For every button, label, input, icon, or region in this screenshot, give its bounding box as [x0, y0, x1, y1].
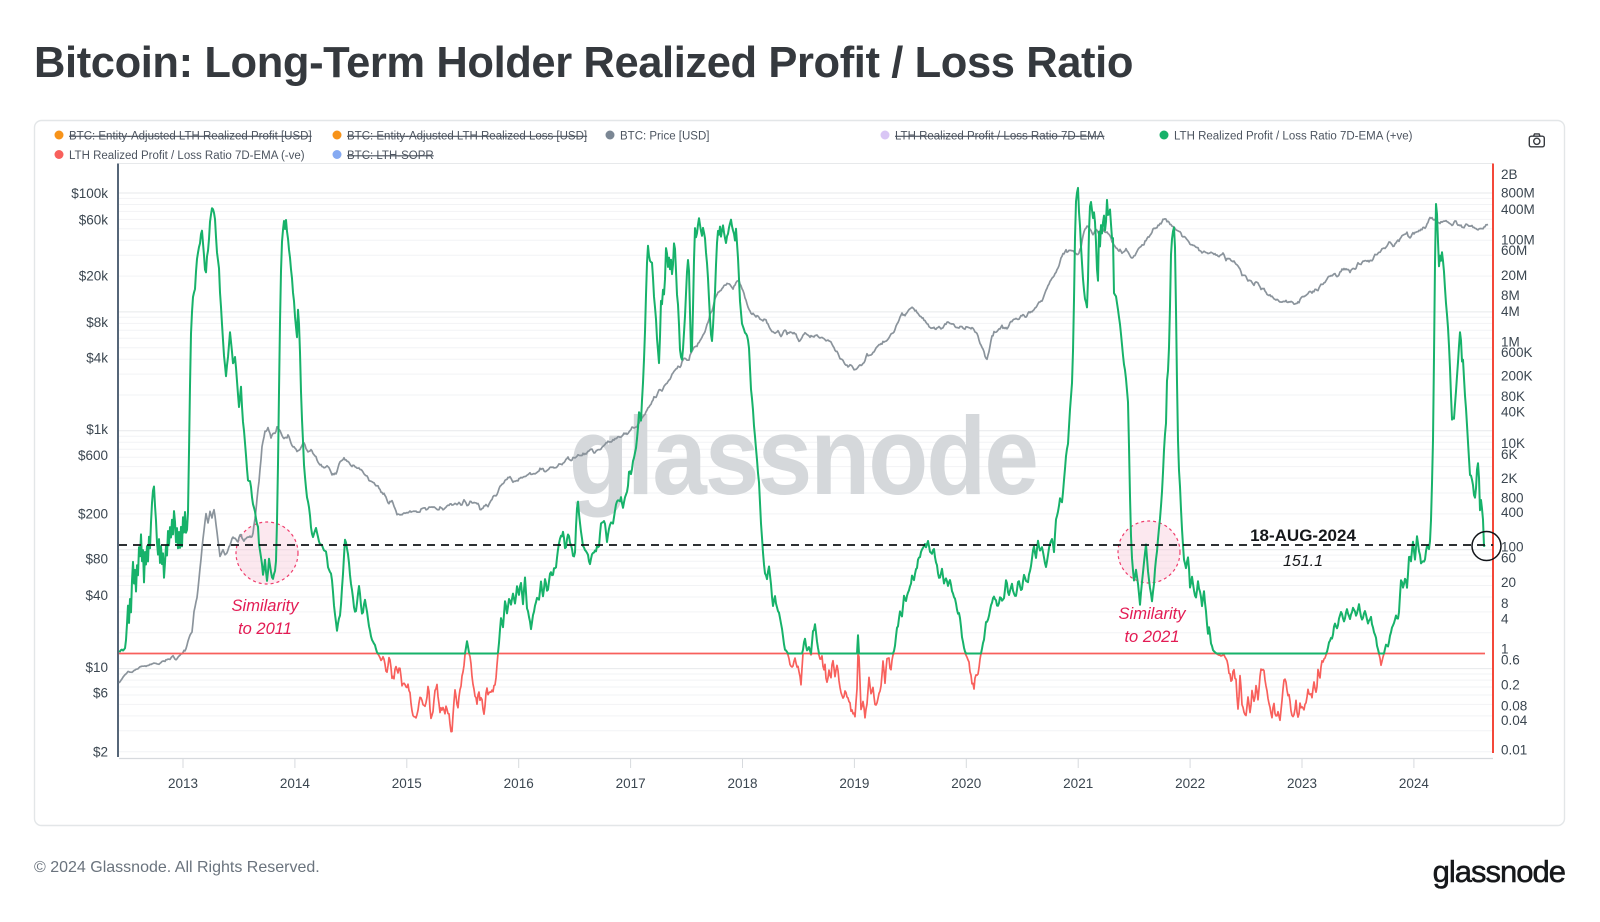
svg-text:BTC: Entity-Adjusted LTH Reali: BTC: Entity-Adjusted LTH Realized Profit… [69, 130, 312, 142]
svg-text:20M: 20M [1501, 268, 1527, 283]
svg-text:Similarity: Similarity [232, 597, 301, 615]
svg-text:2015: 2015 [392, 776, 422, 791]
svg-text:40K: 40K [1501, 404, 1525, 419]
svg-text:1: 1 [1501, 641, 1509, 656]
svg-text:2014: 2014 [280, 776, 311, 791]
svg-text:2021: 2021 [1063, 776, 1093, 791]
svg-text:2020: 2020 [951, 776, 981, 791]
svg-text:$80: $80 [85, 551, 108, 566]
svg-text:60M: 60M [1501, 243, 1527, 258]
svg-text:$8k: $8k [86, 315, 108, 330]
svg-text:0.08: 0.08 [1501, 698, 1527, 713]
svg-text:100: 100 [1501, 539, 1524, 554]
svg-text:$600: $600 [78, 448, 108, 463]
svg-text:LTH Realized Profit / Loss Rat: LTH Realized Profit / Loss Ratio 7D-EMA … [1174, 130, 1413, 142]
svg-text:$4k: $4k [86, 350, 108, 365]
svg-text:200K: 200K [1501, 368, 1533, 383]
svg-text:0.04: 0.04 [1501, 713, 1528, 728]
svg-text:600K: 600K [1501, 345, 1533, 360]
svg-text:18-AUG-2024: 18-AUG-2024 [1250, 526, 1356, 545]
svg-text:BTC: Price [USD]: BTC: Price [USD] [620, 130, 709, 142]
svg-text:to 2011: to 2011 [238, 620, 292, 638]
svg-text:$40: $40 [85, 588, 108, 603]
svg-text:2023: 2023 [1287, 776, 1317, 791]
svg-text:100M: 100M [1501, 233, 1535, 248]
svg-text:800M: 800M [1501, 185, 1535, 200]
svg-text:60: 60 [1501, 550, 1516, 565]
svg-text:$2: $2 [93, 744, 108, 759]
svg-text:6K: 6K [1501, 447, 1518, 462]
svg-text:to 2021: to 2021 [1124, 628, 1179, 646]
svg-text:2013: 2013 [168, 776, 198, 791]
svg-text:Similarity: Similarity [1119, 605, 1188, 623]
svg-text:1M: 1M [1501, 335, 1520, 350]
svg-text:80K: 80K [1501, 389, 1525, 404]
svg-text:$1k: $1k [86, 422, 108, 437]
svg-text:151.1: 151.1 [1283, 553, 1323, 570]
svg-text:4M: 4M [1501, 304, 1520, 319]
svg-text:glassnode: glassnode [1433, 854, 1565, 889]
svg-text:$100k: $100k [71, 186, 108, 201]
svg-text:2017: 2017 [616, 776, 646, 791]
svg-text:$6: $6 [93, 685, 108, 700]
svg-text:0.6: 0.6 [1501, 653, 1520, 668]
svg-text:400: 400 [1501, 505, 1524, 520]
svg-text:$20k: $20k [79, 268, 109, 283]
svg-text:© 2024 Glassnode. All Rights R: © 2024 Glassnode. All Rights Reserved. [34, 859, 320, 876]
svg-text:20: 20 [1501, 575, 1516, 590]
svg-text:$60k: $60k [79, 212, 109, 227]
svg-text:4: 4 [1501, 612, 1509, 627]
svg-text:400M: 400M [1501, 202, 1535, 217]
svg-text:10K: 10K [1501, 436, 1525, 451]
svg-text:Bitcoin: Long-Term Holder Real: Bitcoin: Long-Term Holder Realized Profi… [34, 39, 1133, 87]
svg-text:2024: 2024 [1399, 776, 1430, 791]
svg-text:800: 800 [1501, 490, 1524, 505]
svg-text:$200: $200 [78, 506, 108, 521]
svg-text:8M: 8M [1501, 288, 1520, 303]
svg-text:LTH Realized Profit / Loss Rat: LTH Realized Profit / Loss Ratio 7D-EMA [895, 130, 1105, 142]
svg-text:2016: 2016 [504, 776, 534, 791]
svg-text:2018: 2018 [727, 776, 757, 791]
svg-text:BTC: LTH-SOPR: BTC: LTH-SOPR [347, 150, 434, 162]
svg-text:glassnode: glassnode [569, 396, 1037, 519]
svg-text:0.01: 0.01 [1501, 743, 1527, 758]
svg-text:8: 8 [1501, 596, 1509, 611]
svg-text:$10: $10 [85, 660, 108, 675]
svg-text:2022: 2022 [1175, 776, 1205, 791]
svg-text:2019: 2019 [839, 776, 869, 791]
svg-text:0.2: 0.2 [1501, 677, 1520, 692]
svg-text:BTC: Entity-Adjusted LTH Reali: BTC: Entity-Adjusted LTH Realized Loss [… [347, 130, 587, 142]
svg-text:2B: 2B [1501, 167, 1518, 182]
svg-text:LTH Realized Profit / Loss Rat: LTH Realized Profit / Loss Ratio 7D-EMA … [69, 150, 305, 162]
svg-text:2K: 2K [1501, 471, 1518, 486]
